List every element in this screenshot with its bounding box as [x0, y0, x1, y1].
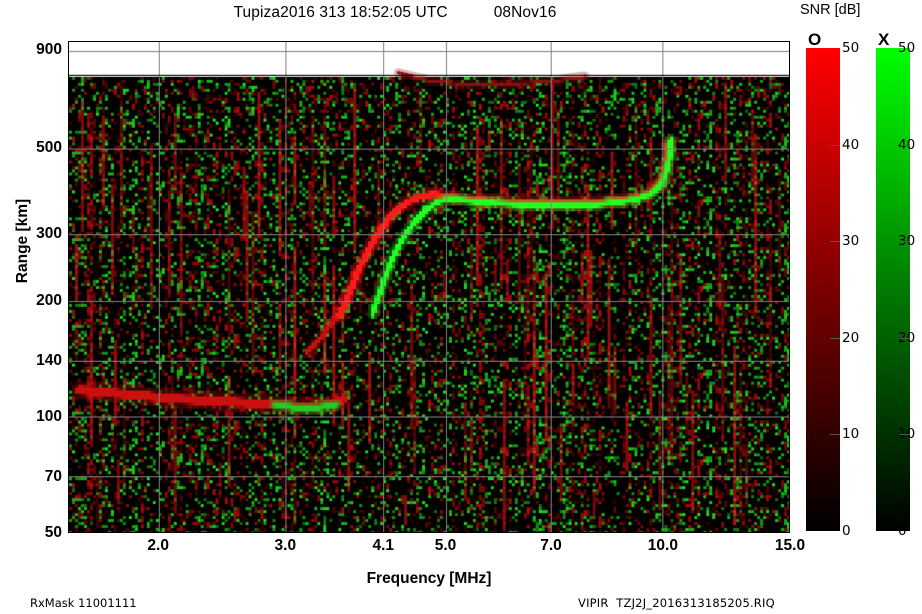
x-tick-15.0: 15.0 [774, 537, 806, 554]
colorbar-o-label: O [808, 30, 822, 49]
y-tick-500: 500 [36, 139, 62, 157]
y-tick-50: 50 [44, 524, 62, 541]
y-tick-100: 100 [36, 408, 62, 426]
colorbar-o-tick-20: 20 [842, 329, 860, 346]
x-tick-2.0: 2.0 [147, 537, 169, 554]
colorbar-x-ticks: 0 10 20 30 40 50 [898, 40, 922, 539]
title-date-short: 08Nov16 [493, 4, 557, 21]
colorbar-x-dash [900, 434, 910, 436]
rxmask-label: RxMask 11001111 [30, 596, 137, 610]
colorbar-o-dash [830, 144, 840, 146]
colorbar-o-tick-50: 50 [842, 40, 860, 56]
x-tick-4.1: 4.1 [372, 537, 395, 554]
x-tick-7.0: 7.0 [540, 537, 562, 554]
colorbar-o-dash [830, 434, 840, 436]
x-tick-10.0: 10.0 [647, 537, 678, 554]
title-timestamp: 2016 313 18:52:05 UTC [280, 4, 448, 21]
y-tick-70: 70 [44, 467, 62, 485]
x-tick-5.0: 5.0 [434, 537, 457, 554]
y-axis-tick-labels: 900 500 300 200 140 100 70 50 [0, 41, 62, 541]
colorbar-x-tick-50: 50 [898, 40, 916, 56]
colorbar-o-ticks: 0 10 20 30 40 50 [842, 40, 868, 539]
y-tick-200: 200 [36, 292, 62, 310]
colorbar-o-gradient [806, 48, 840, 531]
colorbar-o-tick-30: 30 [842, 233, 860, 250]
x-tick-3.0: 3.0 [274, 537, 297, 554]
colorbar-x-tick-0: 0 [898, 523, 907, 539]
source-file-label: VIPIR TZJ2J_2016313185205.RIQ [578, 596, 775, 610]
y-axis-title: Range [km] [14, 198, 31, 284]
colorbar-o-dash [830, 241, 840, 243]
colorbar-x-gradient [876, 48, 910, 531]
colorbar-x-dash [900, 241, 910, 243]
colorbar-o-tick-10: 10 [842, 426, 860, 443]
ionogram-canvas [69, 42, 789, 532]
colorbar-o-tick-40: 40 [842, 136, 860, 153]
x-axis-title: Frequency [MHz] [366, 570, 492, 587]
y-tick-140: 140 [36, 351, 62, 369]
title-station: Tupiza [233, 4, 281, 21]
chart-title: Tupiza 2016 313 18:52:05 UTC 08Nov16 [0, 0, 790, 26]
y-tick-900: 900 [36, 41, 62, 59]
x-axis-tick-labels: 2.0 3.0 4.1 5.0 7.0 10.0 15.0 [68, 537, 805, 561]
ionogram-plot-area[interactable] [68, 41, 790, 533]
y-tick-300: 300 [36, 224, 62, 242]
colorbar-title: SNR [dB] [800, 2, 861, 18]
colorbar-o-dash [830, 337, 840, 339]
colorbar-o-tick-0: 0 [842, 523, 851, 539]
colorbar-x-dash [900, 144, 910, 146]
colorbar-x-label: X [878, 30, 890, 49]
colorbar-x-dash [900, 337, 910, 339]
